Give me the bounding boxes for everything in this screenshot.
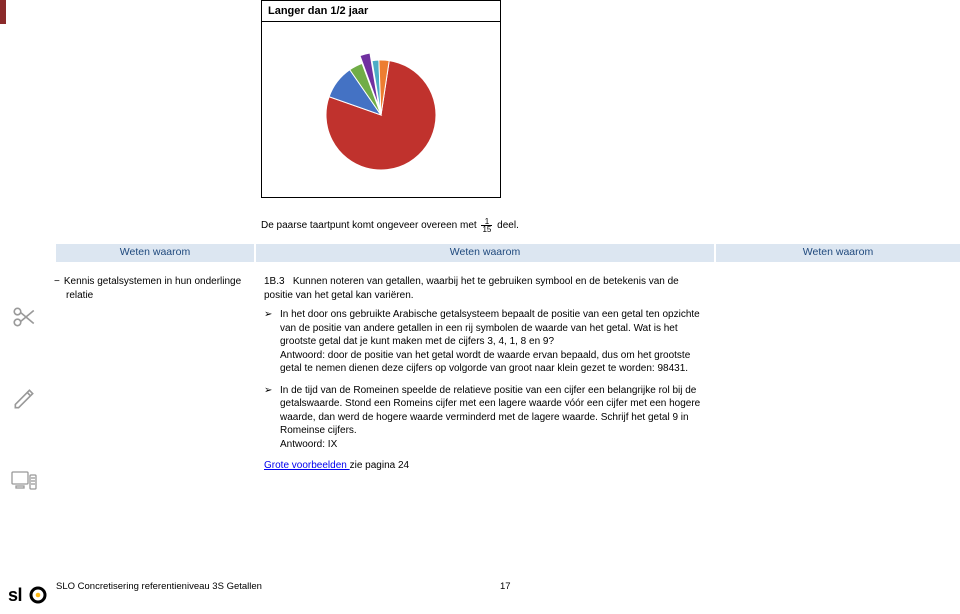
- chart-title: Langer dan 1/2 jaar: [262, 1, 500, 22]
- footer-page-number: 17: [500, 581, 511, 592]
- bullet-2: ➢ In de tijd van de Romeinen speelde de …: [264, 384, 708, 452]
- computer-icon: [10, 467, 38, 495]
- caption-fraction: 1 15: [481, 218, 492, 233]
- lead-code: 1B.3: [264, 276, 285, 287]
- sidebar-icons: [10, 303, 40, 549]
- middle-column: 1B.3 Kunnen noteren van getallen, waarbi…: [256, 275, 716, 473]
- lead-text: Kunnen noteren van getallen, waarbij het…: [264, 276, 679, 301]
- pencil-icon: [10, 385, 38, 413]
- chart-container: Langer dan 1/2 jaar: [261, 0, 501, 198]
- examples-link[interactable]: Grote voorbeelden: [264, 460, 350, 471]
- bullet-2-answer: Antwoord: IX: [280, 439, 337, 450]
- sidebar-accent: [0, 0, 6, 24]
- triangle-bullet-icon: ➢: [264, 384, 272, 398]
- caption-prefix: De paarse taartpunt komt ongeveer overee…: [261, 220, 479, 231]
- chart-caption: De paarse taartpunt komt ongeveer overee…: [261, 218, 519, 233]
- bullet-1-answer: Antwoord: door de positie van het getal …: [280, 350, 690, 375]
- header-col-2: Weten waarom: [256, 244, 716, 262]
- fraction-denominator: 15: [481, 226, 492, 233]
- link-tail: zie pagina 24: [350, 460, 410, 471]
- left-column: Kennis getalsystemen in hun onderlinge r…: [56, 275, 256, 473]
- chart-body: [262, 22, 500, 197]
- bullet-1: ➢ In het door ons gebruikte Arabische ge…: [264, 308, 708, 376]
- header-col-1: Weten waarom: [56, 244, 256, 262]
- pie-chart: [306, 35, 456, 185]
- scissors-icon: [10, 303, 38, 331]
- lead-paragraph: 1B.3 Kunnen noteren van getallen, waarbi…: [264, 275, 708, 302]
- right-column: [716, 275, 960, 473]
- left-item: Kennis getalsystemen in hun onderlinge r…: [66, 275, 250, 302]
- bullet-1-text: In het door ons gebruikte Arabische geta…: [280, 309, 700, 347]
- svg-text:sl: sl: [8, 585, 22, 605]
- link-line: Grote voorbeelden zie pagina 24: [264, 459, 708, 473]
- caption-suffix: deel.: [497, 220, 519, 231]
- slo-logo: sl: [8, 585, 52, 610]
- triangle-bullet-icon: ➢: [264, 308, 272, 322]
- column-headers: Weten waarom Weten waarom Weten waarom: [56, 244, 960, 262]
- content-row: Kennis getalsystemen in hun onderlinge r…: [56, 275, 960, 473]
- bullet-2-text: In de tijd van de Romeinen speelde de re…: [280, 385, 700, 437]
- header-col-3: Weten waarom: [716, 244, 960, 262]
- page: Langer dan 1/2 jaar De paarse taartpunt …: [0, 0, 960, 614]
